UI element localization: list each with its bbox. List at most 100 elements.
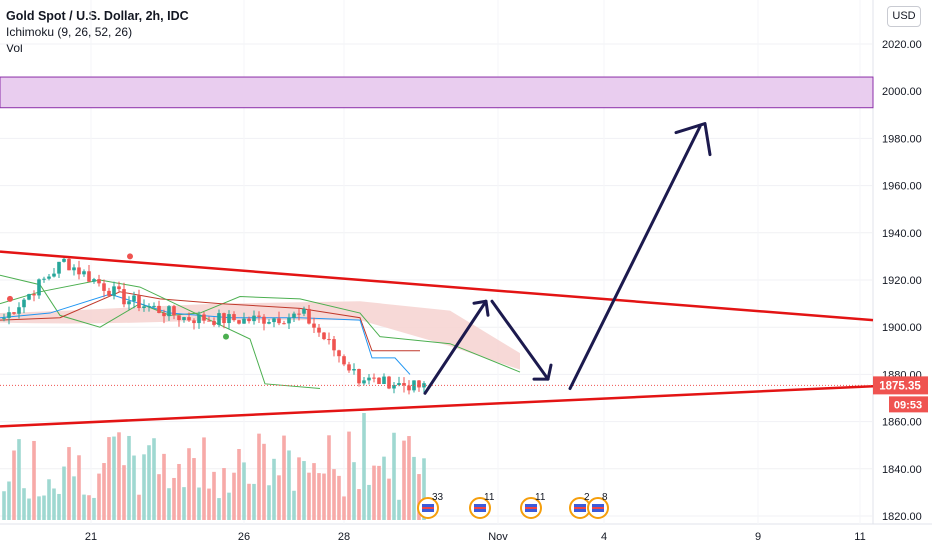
candle-body [407,385,411,391]
candle-body [157,305,161,313]
volume-bar [292,490,296,520]
candle-body [2,317,6,319]
candle-body [232,314,236,321]
volume-bar [87,495,91,520]
candle-body [27,294,31,300]
flag-stripe [422,507,434,509]
flag-stripe [525,507,537,509]
candle-body [122,289,126,305]
volume-bar [262,443,266,520]
volume-bar [417,474,421,520]
volume-bar [327,435,331,520]
volume-bar [252,483,256,520]
candle-body [342,356,346,365]
event-count: 2 [584,492,590,503]
volume-bar [302,461,306,520]
volume-bar [382,456,386,520]
candle-body [227,314,231,324]
candle-body [267,322,271,324]
candle-body [217,313,221,325]
candle-body [42,278,46,280]
volume-bar [182,487,186,520]
candle-body [52,273,56,277]
price-tick-label: 1860.00 [882,417,922,429]
candle-body [192,320,196,324]
volume-bar [342,496,346,520]
volume-bar [77,455,81,520]
volume-bar [142,454,146,520]
volume-bar [97,473,101,520]
price-tick-label: 1840.00 [882,464,922,476]
chart-legend: Gold Spot / U.S. Dollar, 2h, IDC Ichimok… [6,8,189,56]
volume-bar [162,453,166,520]
candle-body [282,323,286,325]
volume-bar [242,462,246,520]
candle-body [322,332,326,340]
candle-body [377,377,381,384]
time-axis[interactable]: 21 26 28 Nov 4 9 11 [85,531,866,543]
candle-body [92,279,96,282]
volume-bar [407,436,411,520]
price-tick-label: 1920.00 [882,275,922,287]
volume-bar [102,463,106,520]
candle-body [197,314,201,324]
event-count: 33 [432,492,444,503]
volume-bar [362,413,366,520]
volume-bar [372,465,376,520]
candle-body [182,317,186,320]
senkou-span [0,274,521,373]
candle-body [97,279,101,284]
arrowhead [674,122,712,157]
candle-body [302,308,306,314]
arrowhead [532,363,553,381]
volume-bar [137,494,141,520]
price-tick-label: 1940.00 [882,228,922,240]
candle-body [67,258,71,271]
price-tick-label: 1980.00 [882,133,922,145]
volume-bar [347,431,351,520]
volume-bar [217,498,221,520]
symbol-title[interactable]: Gold Spot / U.S. Dollar, 2h, IDC [6,9,189,23]
candle-body [317,327,321,333]
volume-bar [42,495,46,520]
price-axis[interactable]: 1820.001840.001860.001880.001900.001920.… [873,39,928,523]
candles [2,255,426,395]
candle-body [362,380,366,384]
event-markers[interactable]: 33 11 11 2 8 [417,492,609,519]
candle-body [212,320,216,325]
candle-body [402,383,406,386]
volume-bar [307,472,311,520]
time-tick-label: 4 [601,531,607,543]
volume-bar [232,472,236,520]
candle-body [297,313,301,315]
volume-bar [82,494,86,520]
signal-dot [127,253,133,260]
volume-bar [147,445,151,520]
drawings[interactable] [0,76,874,428]
time-tick-label: 11 [854,531,865,543]
volume-bar [277,475,281,520]
candle-body [387,376,391,389]
candle-body [167,306,171,317]
candle-body [87,271,91,282]
indicator-label[interactable]: Ichimoku (9, 26, 52, 26) [6,25,133,39]
projection-up-1 [423,299,488,395]
currency-button[interactable]: USD [887,6,921,27]
candle-body [242,318,246,324]
volume-bar [192,458,196,520]
candle-body [292,313,296,318]
volume-bar [152,438,156,520]
volume-bar [167,488,171,520]
candle-body [112,286,116,296]
volume-bar [32,440,36,520]
upper-trendline [0,250,874,322]
volume-bar [22,488,26,520]
price-tick-label: 1960.00 [882,181,922,193]
time-tick-label: 9 [755,531,761,543]
candle-body [287,317,291,324]
volume-bar [127,435,131,520]
event-count: 11 [535,492,546,503]
volume-bar [207,488,211,520]
projection-down [490,299,550,381]
